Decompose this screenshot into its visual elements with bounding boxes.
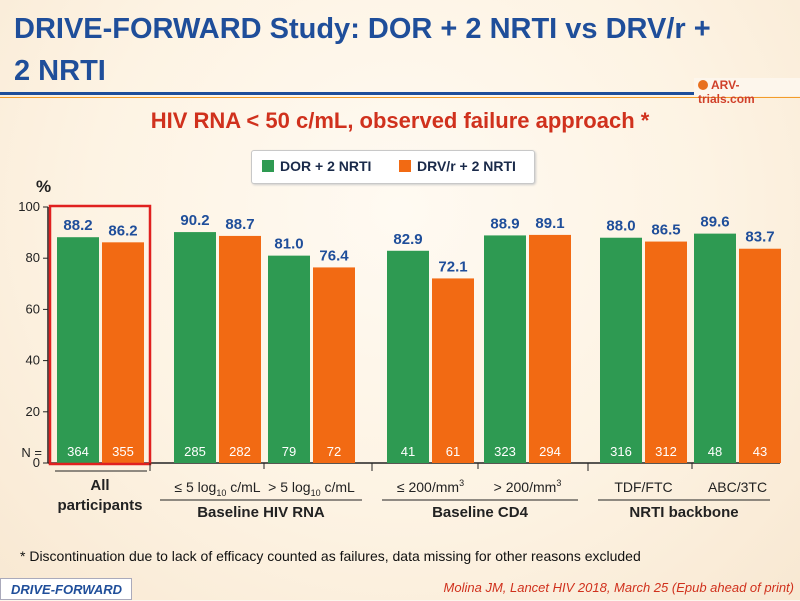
bar-drv (529, 234, 571, 463)
logo-icon (698, 80, 708, 90)
group-label: Baseline HIV RNA (197, 504, 325, 521)
bar-drv (219, 235, 261, 463)
bar-dor (268, 255, 310, 463)
y-tick-label: 20 (26, 404, 40, 419)
group-label: Baseline CD4 (432, 504, 529, 521)
bar-value-label: 81.0 (274, 236, 303, 253)
bar-drv (432, 278, 474, 463)
bar-dor (694, 233, 736, 463)
subgroup-label: ≤ 5 log10 c/mL (174, 479, 260, 498)
bar-drv (645, 241, 687, 463)
bar-n-label: 285 (184, 444, 206, 459)
bar-drv (313, 267, 355, 463)
y-tick-label: 60 (26, 301, 40, 316)
bar-dor (484, 235, 526, 463)
group-label: NRTI backbone (629, 504, 738, 521)
y-tick-label: 0 (33, 455, 40, 470)
arv-trials-logo: ARV-trials.com (694, 78, 800, 106)
bar-dor (600, 237, 642, 463)
bar-drv (102, 242, 144, 463)
bar-dor (174, 232, 216, 463)
legend-swatch-dor (262, 160, 274, 172)
legend-label-drv: DRV/r + 2 NRTI (417, 158, 516, 174)
bar-n-label: 312 (655, 444, 677, 459)
bar-n-label: 48 (708, 444, 722, 459)
bar-n-label: 79 (282, 444, 296, 459)
group-label-line1: All (90, 477, 109, 494)
bar-value-label: 89.1 (535, 215, 564, 232)
bar-value-label: 88.7 (225, 216, 254, 233)
legend-item-drv: DRV/r + 2 NRTI (399, 158, 516, 174)
legend-label-dor: DOR + 2 NRTI (280, 158, 372, 174)
y-tick-label: 100 (18, 199, 40, 214)
bar-value-label: 83.7 (745, 229, 774, 246)
bar-value-label: 82.9 (393, 231, 422, 248)
bar-n-label: 43 (753, 444, 767, 459)
bar-value-label: 89.6 (700, 214, 729, 231)
bar-n-label: 364 (67, 444, 89, 459)
page-title: DRIVE-FORWARD Study: DOR + 2 NRTI vs DRV… (14, 13, 711, 87)
bar-n-label: 41 (401, 444, 415, 459)
bar-value-label: 72.1 (438, 258, 467, 275)
bar-value-label: 88.9 (490, 215, 519, 232)
logo-text: ARV-trials.com (698, 78, 755, 106)
title-divider (0, 92, 800, 95)
chart-subtitle: HIV RNA < 50 c/mL, observed failure appr… (150, 108, 650, 133)
bar-drv (739, 248, 781, 463)
y-tick-label: 80 (26, 250, 40, 265)
legend-item-dor: DOR + 2 NRTI (262, 158, 371, 174)
bar-value-label: 90.2 (180, 212, 209, 229)
subgroup-label: ≤ 200/mm3 (397, 478, 464, 495)
bar-value-label: 88.2 (63, 217, 92, 234)
bar-value-label: 86.2 (108, 222, 137, 239)
bar-dor (387, 250, 429, 463)
subgroup-label: ABC/3TC (708, 479, 767, 495)
bar-n-label: 282 (229, 444, 251, 459)
bar-n-label: 294 (539, 444, 561, 459)
bar-n-label: 355 (112, 444, 134, 459)
title-divider-accent (0, 97, 800, 98)
bar-dor (57, 237, 99, 463)
bar-value-label: 86.5 (651, 222, 680, 239)
bar-value-label: 76.4 (319, 247, 349, 264)
subgroup-label: > 200/mm3 (494, 478, 562, 495)
subgroup-label: > 5 log10 c/mL (268, 479, 355, 498)
bar-n-label: 72 (327, 444, 341, 459)
study-badge: DRIVE-FORWARD (0, 578, 132, 600)
subgroup-label: TDF/FTC (614, 479, 672, 495)
chart-legend: DOR + 2 NRTI DRV/r + 2 NRTI (251, 150, 535, 184)
bar-n-label: 61 (446, 444, 460, 459)
citation: Molina JM, Lancet HIV 2018, March 25 (Ep… (443, 580, 794, 595)
footnote: * Discontinuation due to lack of efficac… (20, 548, 641, 564)
y-axis-label: % (36, 177, 51, 196)
highlight-box (48, 204, 152, 466)
y-tick-label: 40 (26, 353, 40, 368)
bar-n-label: 316 (610, 444, 632, 459)
legend-swatch-drv (399, 160, 411, 172)
bar-value-label: 88.0 (606, 218, 635, 235)
bar-n-label: 323 (494, 444, 516, 459)
group-label-line2: participants (57, 497, 142, 514)
n-label: N = (21, 445, 42, 460)
